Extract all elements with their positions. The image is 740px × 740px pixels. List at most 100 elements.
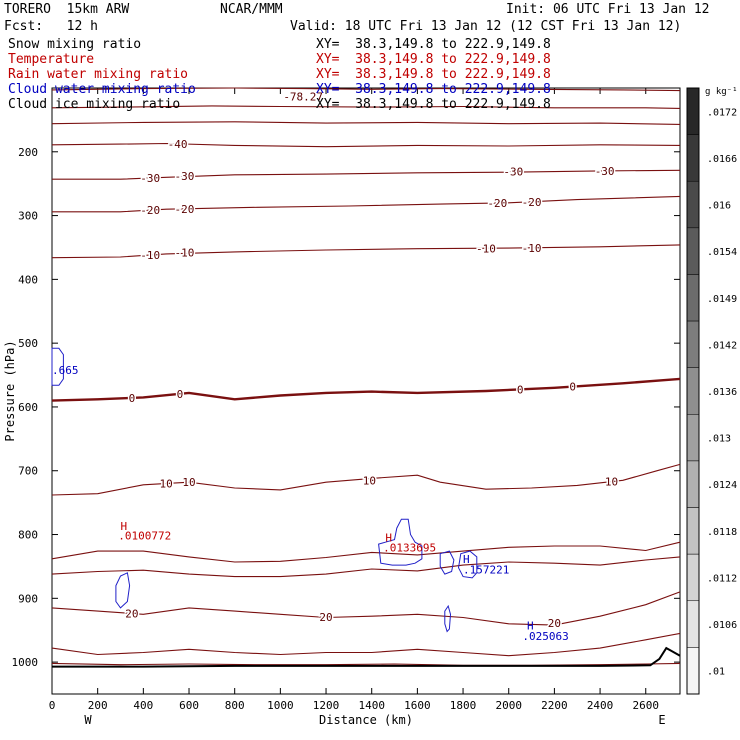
colorbar-segment xyxy=(686,600,700,648)
temperature-contour xyxy=(51,541,681,563)
y-tick-label: 300 xyxy=(18,210,38,223)
field-xy: XY= 38.3,149.8 to 222.9,149.8 xyxy=(316,52,551,67)
x-tick-label: 2600 xyxy=(632,699,659,712)
colorbar-segment xyxy=(686,227,700,275)
field-xy: XY= 38.3,149.8 to 222.9,149.8 xyxy=(316,82,551,97)
colorbar-segment xyxy=(686,87,700,135)
temperature-contour xyxy=(51,142,681,148)
max-annotation: .0133695 xyxy=(383,542,436,555)
field-name: Cloud water mixing ratio xyxy=(8,82,196,97)
y-tick-label: 500 xyxy=(18,337,38,350)
forecast-hour: Fcst: 12 h xyxy=(4,19,98,34)
colorbar-segment xyxy=(686,274,700,322)
init-time: Init: 06 UTC Fri 13 Jan 12 xyxy=(506,2,710,17)
temperature-contour xyxy=(51,377,681,402)
cloud-water-contour xyxy=(444,604,452,633)
contour-label: -30 xyxy=(503,166,523,179)
temperature-contour xyxy=(51,244,681,259)
temperature-contour xyxy=(51,556,681,578)
contour-label: 10 xyxy=(182,476,195,489)
colorbar-label: .0106 xyxy=(707,620,737,631)
contour-label: 0 xyxy=(177,388,184,401)
valid-time: Valid: 18 UTC Fri 13 Jan 12 (12 CST Fri … xyxy=(290,19,682,34)
colorbar-segment xyxy=(686,180,700,229)
colorbar-label: .0112 xyxy=(707,573,737,584)
y-axis-title: Pressure (hPa) xyxy=(3,340,17,441)
field-xy: XY= 38.3,149.8 to 222.9,149.8 xyxy=(316,67,551,82)
cloud-water-contour xyxy=(378,518,423,566)
x-tick-label: 1200 xyxy=(313,699,340,712)
y-tick-label: 700 xyxy=(18,465,38,478)
contour-label: 0 xyxy=(517,384,524,397)
temperature-contour xyxy=(51,662,681,666)
contour-label: -20 xyxy=(175,203,195,216)
colorbar-segment xyxy=(686,553,700,602)
temperature-contour xyxy=(51,463,681,496)
contour-label: -10 xyxy=(175,247,195,260)
x-tick-label: 1400 xyxy=(358,699,385,712)
x-tick-label: 600 xyxy=(179,699,199,712)
y-tick-label: 800 xyxy=(18,529,38,542)
field-xy: XY= 38.3,149.8 to 222.9,149.8 xyxy=(316,37,551,52)
x-tick-label: 2000 xyxy=(495,699,522,712)
max-annotation: .665 xyxy=(52,364,79,377)
colorbar-label: .0142 xyxy=(707,340,737,351)
x-tick-label: 1000 xyxy=(267,699,294,712)
colorbar-segment xyxy=(686,460,700,508)
y-tick-label: 600 xyxy=(18,401,38,414)
x-tick-label: 1800 xyxy=(450,699,477,712)
max-annotation: H xyxy=(385,532,392,545)
max-annotation: H xyxy=(527,620,534,633)
contour-label: -20 xyxy=(522,196,542,209)
contour-label: -30 xyxy=(175,170,195,183)
y-tick-label: 900 xyxy=(18,592,38,605)
contour-label: -30 xyxy=(140,172,160,185)
max-annotation: .157221 xyxy=(463,563,509,576)
cloud-water-contour xyxy=(457,550,478,579)
colorbar-label: .0154 xyxy=(707,247,737,258)
x-tick-label: 0 xyxy=(49,699,56,712)
x-tick-label: 1600 xyxy=(404,699,431,712)
colorbar-label: .0124 xyxy=(707,480,737,491)
contour-label: -20 xyxy=(140,204,160,217)
contour-label: -10 xyxy=(476,243,496,256)
terrain-line xyxy=(52,646,681,668)
temperature-contour xyxy=(51,121,681,125)
temperature-contour xyxy=(52,195,681,213)
field-name: Snow mixing ratio xyxy=(8,37,142,52)
plot-frame xyxy=(51,87,681,695)
colorbar-segment xyxy=(686,367,700,415)
contour-label: 0 xyxy=(129,392,136,405)
field-name: Rain water mixing ratio xyxy=(8,67,189,82)
contour-label: 10 xyxy=(160,477,173,490)
field-name: Temperature xyxy=(8,52,95,67)
contour-label: -20 xyxy=(487,197,507,210)
colorbar-label: .01 xyxy=(707,667,725,678)
colorbar-segment xyxy=(686,507,700,555)
contour-label: 20 xyxy=(319,611,332,624)
contour-label: 20 xyxy=(125,608,138,621)
field-xy: XY= 38.3,149.8 to 222.9,149.8 xyxy=(316,97,551,112)
contour-label: -10 xyxy=(140,249,160,262)
contour-label: -40 xyxy=(168,138,188,151)
x-tick-label: 2400 xyxy=(587,699,614,712)
contour-label: -78.27 xyxy=(283,91,323,104)
temperature-contour xyxy=(51,105,681,109)
x-end-label: E xyxy=(658,713,665,727)
contour-label: 0 xyxy=(569,381,576,394)
org-label: NCAR/MMM xyxy=(220,2,283,17)
colorbar-label: .0118 xyxy=(707,527,737,538)
colorbar-label: .0136 xyxy=(707,387,737,398)
max-annotation: H xyxy=(463,553,470,566)
temperature-contour xyxy=(51,87,681,92)
colorbar-segment xyxy=(686,320,700,368)
x-tick-label: 800 xyxy=(225,699,245,712)
contour-label: -30 xyxy=(595,165,615,178)
cloud-water-contour xyxy=(51,347,64,386)
max-annotation: H xyxy=(121,520,128,533)
colorbar-label: .0149 xyxy=(707,294,737,305)
colorbar-segment xyxy=(686,647,700,695)
max-annotation: .0100772 xyxy=(118,530,171,543)
x-tick-label: 2200 xyxy=(541,699,568,712)
